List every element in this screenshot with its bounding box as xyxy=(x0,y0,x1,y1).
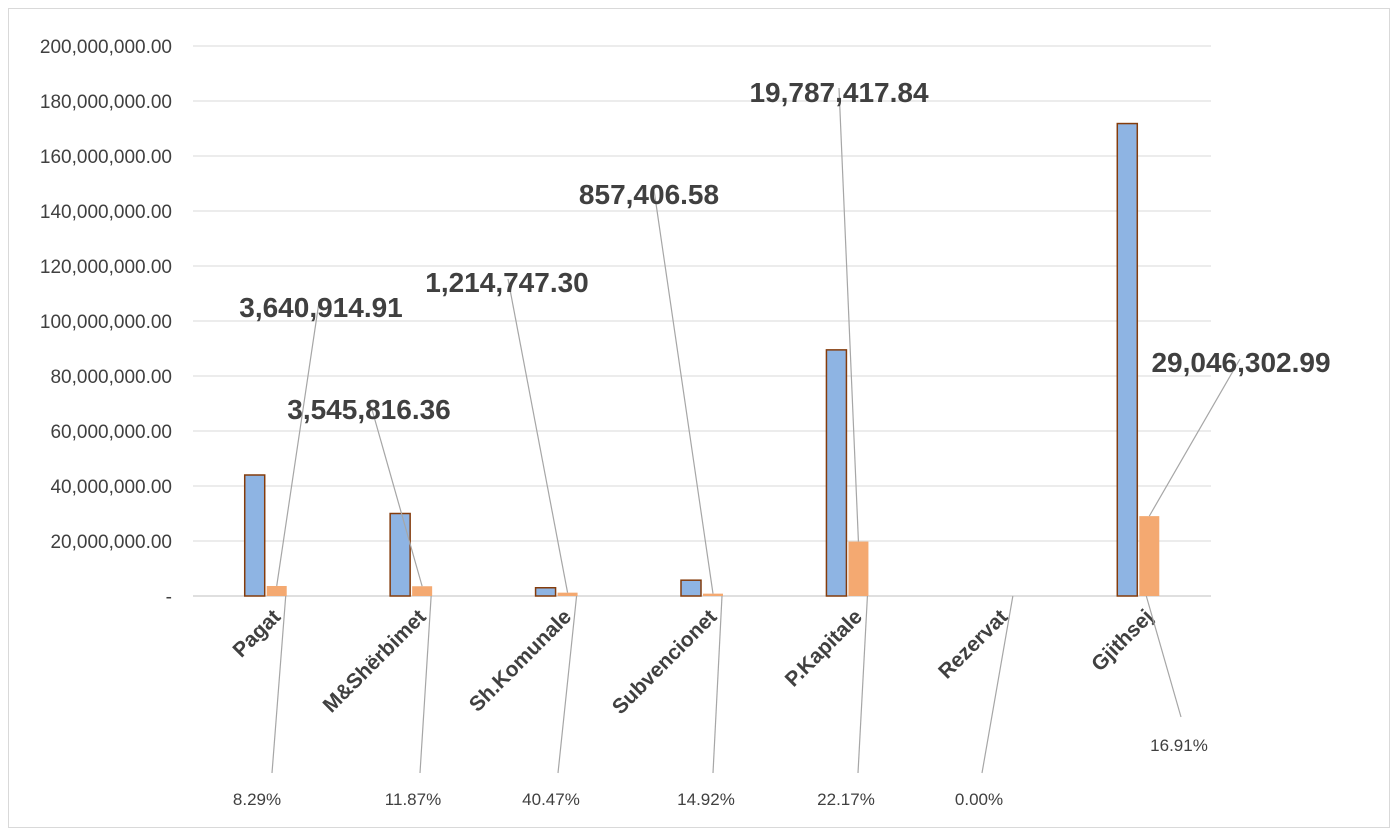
bar-series-2 xyxy=(848,541,869,596)
percent-label: 0.00% xyxy=(955,790,1003,809)
leader-line xyxy=(507,278,569,593)
data-label: 19,787,417.84 xyxy=(749,77,928,108)
chart-frame: - 20,000,000.00 40,000,000.00 60,000,000.00… xyxy=(8,8,1390,828)
bar-series-1 xyxy=(1116,122,1139,597)
leader-line xyxy=(981,595,1014,774)
y-tick-label: 200,000,000.00 xyxy=(40,37,172,58)
category-label: P.Kapitale xyxy=(781,605,867,691)
bar-chart: - 20,000,000.00 40,000,000.00 60,000,000.00… xyxy=(40,37,1331,809)
y-tick-label: 120,000,000.00 xyxy=(40,257,172,278)
y-tick-label: 60,000,000.00 xyxy=(50,422,172,443)
leader-line xyxy=(1148,358,1241,517)
bar-series-2 xyxy=(557,592,578,596)
leader-line xyxy=(557,595,578,774)
leader-line xyxy=(653,189,714,594)
percent-label: 8.29% xyxy=(233,790,281,809)
bar-series-2 xyxy=(1139,516,1160,596)
leader-line xyxy=(370,405,423,587)
leader-line xyxy=(857,595,869,774)
category-label: M&Shërbimet xyxy=(319,605,431,717)
bar-series-2 xyxy=(412,586,433,596)
y-tick-label: 80,000,000.00 xyxy=(50,367,172,388)
y-tick-label: - xyxy=(166,587,172,608)
y-tick-label: 160,000,000.00 xyxy=(40,147,172,168)
percent-label: 11.87% xyxy=(385,790,441,809)
leader-line xyxy=(1145,595,1182,718)
bar-series-1 xyxy=(389,512,411,597)
percent-label: 16.91% xyxy=(1150,736,1208,755)
y-tick-label: 180,000,000.00 xyxy=(40,92,172,113)
category-label: Subvencionet xyxy=(608,605,722,719)
leader-line xyxy=(712,595,723,774)
data-label: 3,545,816.36 xyxy=(287,394,451,425)
leader-line xyxy=(419,595,432,774)
y-tick-label: 140,000,000.00 xyxy=(40,202,172,223)
percent-label: 22.17% xyxy=(817,790,875,809)
category-label: Pagat xyxy=(229,605,286,662)
data-label: 3,640,914.91 xyxy=(239,292,403,323)
bar-series-1 xyxy=(825,349,848,597)
category-label: Rezervat xyxy=(934,605,1012,683)
y-tick-label: 100,000,000.00 xyxy=(40,312,172,333)
bar-series-2 xyxy=(703,593,723,596)
leader-line xyxy=(276,301,320,587)
category-label: Sh.Komunale xyxy=(465,605,576,716)
y-tick-label: 40,000,000.00 xyxy=(50,477,172,498)
data-label: 1,214,747.30 xyxy=(425,267,589,298)
bar-series-1 xyxy=(243,474,266,597)
bar-series-1 xyxy=(534,587,557,597)
percent-label: 14.92% xyxy=(677,790,735,809)
data-label: 857,406.58 xyxy=(579,179,719,210)
bar-series-1 xyxy=(680,579,702,597)
leader-line xyxy=(271,595,287,774)
data-label: 29,046,302.99 xyxy=(1151,347,1330,378)
leader-line xyxy=(838,87,860,542)
bar-series-2 xyxy=(266,585,287,596)
category-label: Gjithsej xyxy=(1087,605,1158,676)
y-tick-label: 20,000,000.00 xyxy=(50,532,172,553)
percent-label: 40.47% xyxy=(522,790,580,809)
